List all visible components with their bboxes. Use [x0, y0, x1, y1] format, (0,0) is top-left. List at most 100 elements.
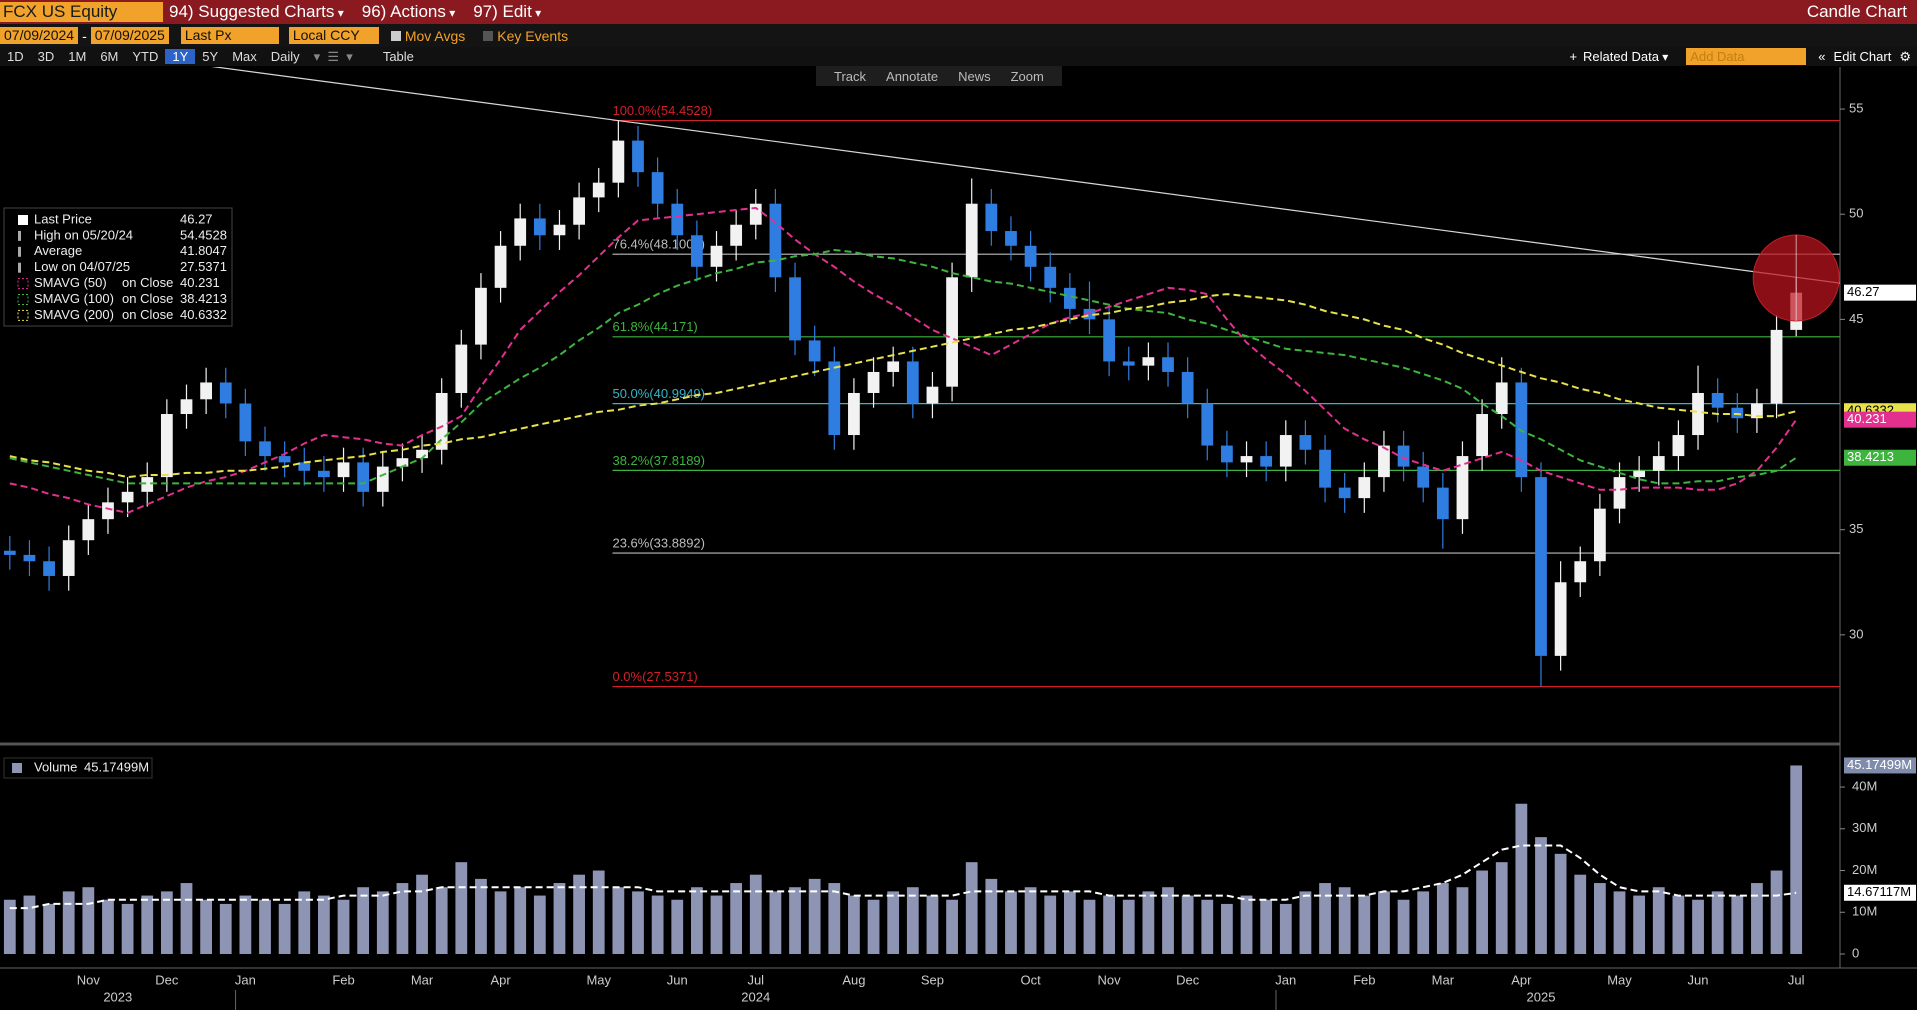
currency-select[interactable]: Local CCY	[288, 27, 379, 44]
volume-bar	[1417, 891, 1430, 954]
candle-body	[887, 361, 900, 372]
collapse-icon[interactable]: «	[1818, 49, 1826, 64]
legend-icon	[12, 763, 22, 773]
candle-body	[259, 441, 271, 457]
volume-bar	[357, 887, 370, 954]
frequency-select[interactable]: Daily	[270, 49, 300, 64]
candle-body	[141, 477, 154, 492]
x-tick-label: Jun	[667, 972, 688, 987]
volume-bar	[1299, 891, 1312, 954]
x-tick-label: Aug	[842, 972, 865, 987]
candle-body	[690, 235, 703, 267]
volume-average	[9, 844, 1797, 910]
moving-average	[9, 206, 1798, 514]
moving-average	[9, 293, 1797, 479]
settings-icon[interactable]: ⚙	[1899, 48, 1911, 64]
period-button[interactable]: 1M	[68, 49, 87, 64]
volume-bar	[965, 862, 978, 954]
x-tick-label: Apr	[490, 972, 511, 987]
related-data[interactable]: Related Data	[1583, 49, 1668, 64]
period-button[interactable]: 3D	[37, 49, 55, 64]
volume-bar	[43, 903, 55, 954]
legend-basis: on Close	[122, 275, 173, 290]
menu[interactable]: 97) Edit	[473, 2, 541, 22]
security-field[interactable]: FCX US Equity	[0, 2, 163, 22]
volume-bar	[553, 883, 566, 954]
volume-bar	[1456, 887, 1469, 954]
legend-value: 27.5371	[180, 259, 227, 274]
candle-body	[965, 203, 978, 278]
edit-chart[interactable]: Edit Chart	[1833, 49, 1892, 64]
tool-button[interactable]: Zoom	[1010, 68, 1044, 84]
year-label: 2024	[741, 989, 770, 1004]
volume-bar	[1201, 899, 1214, 954]
volume-bar	[23, 895, 36, 954]
legend-label: Low on 04/07/25	[34, 259, 130, 274]
candle-body	[160, 414, 173, 478]
menu[interactable]: 94) Suggested Charts	[169, 2, 344, 22]
candle-body	[1122, 361, 1135, 366]
volume-legend-box	[3, 757, 153, 779]
table-button[interactable]: Table	[382, 49, 414, 64]
end-date[interactable]: 07/09/2025	[90, 27, 169, 44]
candle-body	[592, 182, 605, 198]
volume-bar	[1535, 837, 1547, 954]
candle-body	[1770, 329, 1783, 404]
candle-body	[1633, 470, 1646, 478]
candle-body	[1495, 382, 1508, 415]
mov-avgs[interactable]: Mov Avgs	[404, 27, 466, 44]
volume-bar	[1711, 891, 1724, 954]
period-button[interactable]: 1D	[7, 49, 24, 64]
period-button[interactable]: 5Y	[202, 49, 219, 64]
volume-bar	[455, 862, 468, 954]
tool-button[interactable]: News	[958, 68, 991, 84]
fib-label: 38.2%(37.8189)	[612, 453, 705, 468]
period-button[interactable]: YTD	[132, 49, 159, 64]
y-tick-label: 30	[1849, 626, 1863, 641]
period-button[interactable]: Max	[232, 49, 257, 64]
volume-tick-label: 40M	[1852, 778, 1877, 793]
add-data[interactable]: Add Data	[1686, 48, 1807, 65]
volume-bar	[985, 878, 998, 954]
candle-body	[475, 287, 487, 345]
tool-button[interactable]: Annotate	[886, 68, 939, 84]
candle-body	[1201, 403, 1214, 446]
legend-box	[3, 207, 233, 327]
volume-bar	[1319, 883, 1331, 954]
candle-body	[848, 392, 860, 436]
volume-bar	[1672, 895, 1685, 954]
checkbox[interactable]	[390, 30, 401, 41]
x-tick-label: May	[586, 972, 611, 987]
chart-icons[interactable]: ▾ ☰ ▾	[313, 48, 353, 64]
volume-bar	[200, 899, 213, 954]
legend-icon	[18, 230, 21, 241]
volume-bar	[1063, 891, 1076, 954]
volume-bar	[1751, 883, 1763, 954]
x-tick-label: Jul	[747, 972, 764, 987]
volume-bar	[612, 887, 625, 954]
volume-bar	[690, 887, 703, 954]
key-events[interactable]: Key Events	[497, 27, 569, 44]
volume-tick-label: 20M	[1852, 862, 1877, 877]
candle-body	[416, 449, 428, 459]
x-tick-label: Nov	[1098, 972, 1122, 987]
checkbox[interactable]	[483, 30, 494, 41]
candle-body	[553, 224, 566, 236]
candle-body	[985, 203, 998, 232]
candle-body	[1005, 231, 1017, 246]
volume-bar	[671, 899, 684, 954]
volume-legend-value: 45.17499M	[84, 759, 149, 774]
legend-icon	[18, 262, 21, 273]
volume-bar	[180, 883, 193, 954]
field-select[interactable]: Last Px	[180, 27, 279, 44]
menu[interactable]: 96) Actions	[362, 2, 455, 22]
tool-button[interactable]: Track	[834, 68, 867, 84]
start-date[interactable]: 07/09/2024	[0, 27, 79, 44]
settings-bar: 07/09/2024 - 07/09/2025 Last Px Local CC…	[0, 24, 1917, 47]
legend-icon	[18, 215, 28, 225]
volume-bar	[1044, 895, 1057, 954]
period-button[interactable]: 1Y	[165, 49, 196, 64]
volume-bar	[1613, 891, 1626, 954]
period-button[interactable]: 6M	[100, 49, 119, 64]
